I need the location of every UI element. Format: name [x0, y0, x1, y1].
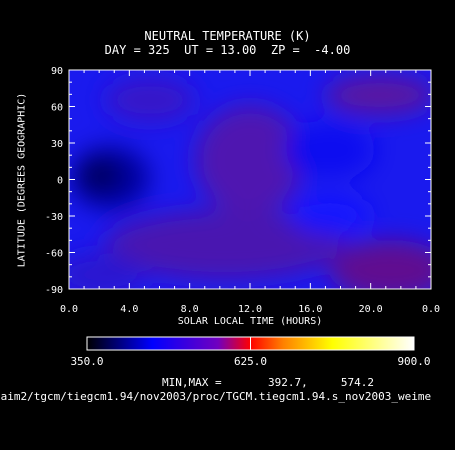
axes: 0.0 4.0 8.0 12.0 16.0 20.0 0.0 90 60 30 0 -30 -60 -90	[45, 66, 440, 315]
x-tick-label: 20.0	[359, 304, 383, 315]
min-max-label: MIN,MAX =	[162, 376, 222, 389]
y-tick-label: 60	[51, 103, 63, 114]
y-tick-label: 0	[57, 176, 63, 187]
x-axis-label: SOLAR LOCAL TIME (HOURS)	[177, 316, 323, 327]
source-file-path: /aim2/tgcm/tiegcm1.94/nov2003/proc/TGCM.…	[0, 390, 432, 403]
x-tick-label: 0.0	[422, 304, 440, 315]
colorbar-tick-label: 350.0	[70, 355, 103, 368]
y-tick-label: -90	[45, 285, 63, 296]
chart-title: NEUTRAL TEMPERATURE (K)	[144, 29, 311, 43]
colorbar-tick-label: 625.0	[234, 355, 267, 368]
min-value: 392.7,	[267, 376, 308, 389]
y-tick-label: -30	[45, 212, 63, 223]
heatmap-field	[69, 70, 431, 289]
x-tick-label: 4.0	[120, 304, 138, 315]
max-value: 574.2	[340, 376, 374, 389]
min-max-readout: MIN,MAX = 392.7, 574.2	[162, 377, 374, 389]
x-tick-label: 16.0	[298, 304, 322, 315]
x-tick-label: 0.0	[60, 304, 78, 315]
chart-subtitle: DAY = 325 UT = 13.00 ZP = -4.00	[104, 43, 351, 57]
y-tick-label: -60	[45, 249, 63, 260]
x-tick-label: 8.0	[181, 304, 199, 315]
y-tick-label: 90	[51, 66, 63, 77]
x-tick-label: 12.0	[238, 304, 262, 315]
colorbar-ticks: 350.0 625.0 900.0	[70, 337, 431, 368]
y-tick-label: 30	[51, 139, 63, 150]
colorbar-tick-label: 900.0	[397, 355, 430, 368]
